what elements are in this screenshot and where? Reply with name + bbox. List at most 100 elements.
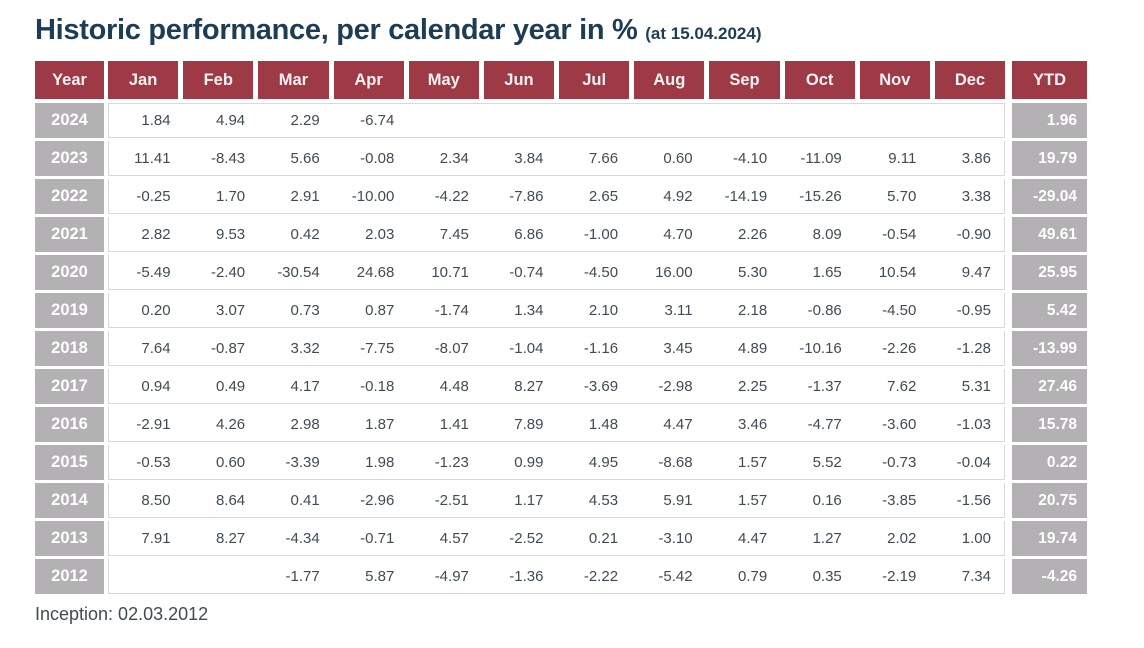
year-cell: 2021 (35, 217, 104, 252)
performance-cell: 1.70 (215, 187, 246, 205)
header-cell-year: Year (35, 61, 104, 99)
performance-cell: -8.07 (434, 339, 469, 357)
performance-cell: -2.26 (882, 339, 917, 357)
months-group: -1.77 5.87 -4.97 -1.36 -2.22 -5.42 0.79 0.35 -2.… (108, 559, 1005, 594)
performance-cell: 3.84 (514, 149, 544, 167)
year-cell: 2017 (35, 369, 104, 404)
performance-cell: 1.84 (141, 112, 171, 129)
header-months-group: Jan Feb Mar Apr May Jun Jul Aug Sep Oct Nov Dec (108, 61, 1006, 99)
performance-cell: 2.91 (290, 187, 320, 205)
performance-cell: 1.17 (514, 491, 544, 509)
header-cell-aug: Aug (634, 61, 705, 99)
performance-cell: -0.25 (136, 187, 171, 205)
performance-cell: 1.65 (812, 263, 842, 281)
performance-cell: -1.37 (807, 377, 842, 395)
performance-cell: 0.20 (141, 301, 171, 319)
performance-cell: 3.07 (215, 301, 246, 319)
performance-cell: -0.08 (360, 149, 395, 167)
performance-cell: -1.77 (285, 567, 320, 585)
performance-cell: -0.53 (136, 453, 171, 471)
table-row: 2019 0.20 3.07 0.73 0.87 -1.74 1.34 2.10 3.11 2.1… (35, 293, 1087, 328)
performance-cell: 0.73 (290, 301, 320, 319)
table-row: 2013 7.91 8.27 -4.34 -0.71 4.57 -2.52 0.21 -3.10… (35, 521, 1087, 556)
performance-cell: 0.49 (215, 377, 246, 395)
year-cell: 2013 (35, 521, 104, 556)
performance-cell: 6.86 (514, 225, 544, 243)
performance-cell: -0.73 (882, 453, 917, 471)
performance-cell: 0.42 (290, 225, 320, 243)
performance-table: Year Jan Feb Mar Apr May Jun Jul Aug Sep Oct Nov Dec… (35, 61, 1087, 594)
performance-cell: 1.57 (738, 453, 768, 471)
performance-cell: -0.90 (956, 225, 991, 243)
table-row: 2016 -2.91 4.26 2.98 1.87 1.41 7.89 1.48 4.47 3.4… (35, 407, 1087, 442)
header-cell-jun: Jun (483, 61, 555, 99)
header-cell-nov: Nov (859, 61, 930, 99)
performance-cell: -14.19 (724, 187, 768, 205)
performance-cell: -5.49 (136, 263, 171, 281)
performance-cell: -0.74 (509, 263, 544, 281)
performance-cell: 1.98 (365, 453, 395, 471)
performance-cell: 7.89 (514, 415, 544, 433)
performance-cell (929, 104, 1004, 137)
performance-cell: 5.31 (961, 377, 991, 395)
performance-cell: 3.46 (738, 415, 768, 433)
performance-cell (184, 559, 259, 593)
performance-cell: 4.26 (215, 415, 246, 433)
year-cell: 2022 (35, 179, 104, 214)
performance-cell: 0.94 (141, 377, 171, 395)
ytd-cell: 1.96 (1012, 103, 1087, 138)
ytd-cell: 0.22 (1012, 445, 1087, 480)
ytd-cell: 15.78 (1012, 407, 1087, 442)
months-group: -2.91 4.26 2.98 1.87 1.41 7.89 1.48 4.47 3.46 -4.… (108, 407, 1005, 442)
year-cell: 2023 (35, 141, 104, 176)
performance-cell: -2.91 (136, 415, 171, 433)
ytd-cell: 20.75 (1012, 483, 1087, 518)
table-row: 2021 2.82 9.53 0.42 2.03 7.45 6.86 -1.00 4.70 2.2… (35, 217, 1087, 252)
table-header-row: Year Jan Feb Mar Apr May Jun Jul Aug Sep Oct Nov Dec… (35, 61, 1087, 99)
performance-cell: 3.32 (290, 339, 320, 357)
months-group: -0.25 1.70 2.91 -10.00 -4.22 -7.86 2.65 4.92 -14… (108, 179, 1005, 214)
performance-cell: -1.56 (956, 491, 991, 509)
performance-cell (780, 104, 855, 137)
performance-cell: 8.50 (141, 491, 171, 509)
performance-cell: -4.77 (807, 415, 842, 433)
header-cell-sep: Sep (709, 61, 780, 99)
performance-cell: 3.45 (663, 339, 693, 357)
header-cell-ytd: YTD (1012, 61, 1087, 99)
performance-cell: 4.95 (588, 453, 619, 471)
performance-cell: 7.45 (439, 225, 469, 243)
performance-cell: 9.53 (215, 225, 246, 243)
performance-cell: 11.41 (134, 149, 171, 167)
ytd-cell: -13.99 (1012, 331, 1087, 366)
header-cell-apr: Apr (333, 61, 404, 99)
performance-cell: -0.86 (807, 301, 842, 319)
performance-cell: -2.98 (658, 377, 693, 395)
performance-cell: 5.66 (290, 149, 320, 167)
performance-cell: -10.16 (799, 339, 842, 357)
performance-cell: 2.10 (588, 301, 619, 319)
performance-cell: 0.21 (588, 529, 619, 547)
performance-cell: -4.50 (583, 263, 619, 281)
performance-cell: 16.00 (655, 263, 693, 281)
performance-cell: -4.10 (733, 149, 768, 167)
performance-cell: 7.91 (141, 529, 171, 547)
performance-cell: -2.51 (434, 491, 469, 509)
performance-cell: -4.97 (434, 567, 469, 585)
performance-cell: 0.79 (738, 567, 768, 585)
performance-cell: -7.86 (509, 187, 544, 205)
months-group: 1.84 4.94 2.29 -6.74 (108, 103, 1005, 138)
performance-cell: 2.29 (290, 112, 320, 129)
performance-cell (556, 104, 631, 137)
performance-cell: 0.16 (812, 491, 842, 509)
performance-cell: -4.50 (882, 301, 917, 319)
performance-cell: 5.87 (365, 567, 395, 585)
performance-cell: -2.96 (360, 491, 395, 509)
performance-cell (631, 104, 706, 137)
performance-cell: -2.22 (583, 567, 619, 585)
performance-cell: 3.11 (664, 301, 693, 319)
performance-cell: -2.19 (882, 567, 917, 585)
performance-cell: 8.09 (812, 225, 842, 243)
performance-cell: -1.03 (956, 415, 991, 433)
performance-cell: -0.71 (360, 529, 395, 547)
performance-cell: 4.94 (215, 112, 246, 129)
